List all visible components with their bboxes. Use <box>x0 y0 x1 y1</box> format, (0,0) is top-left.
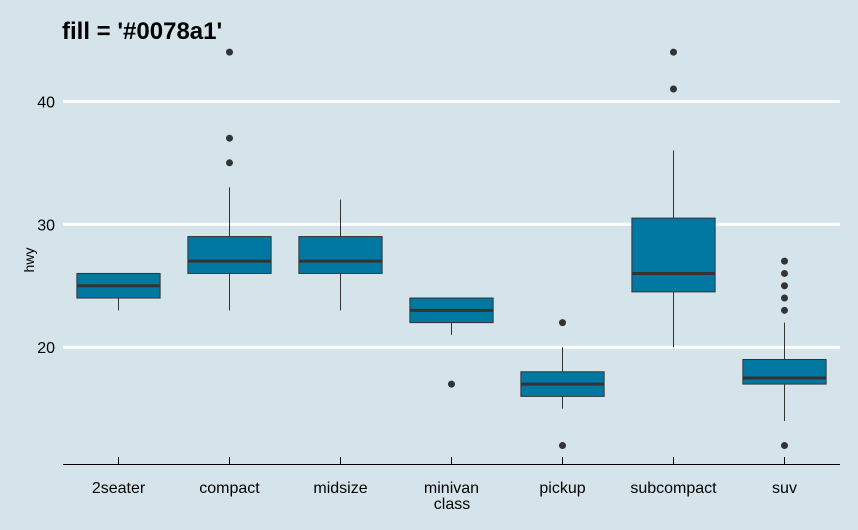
x-tick-label: minivan <box>424 480 479 497</box>
box-body <box>742 359 827 385</box>
box-minivan <box>409 297 494 388</box>
outlier-point <box>781 282 788 290</box>
box-body <box>631 217 716 293</box>
outlier-point <box>781 294 788 302</box>
box-body <box>187 236 272 274</box>
outlier-point <box>226 159 233 167</box>
outlier-point <box>781 306 788 314</box>
box-marks <box>76 48 827 450</box>
box-pickup <box>520 319 605 450</box>
box-2seater <box>76 272 161 311</box>
x-tick-label: 2seater <box>92 480 146 497</box>
x-tick-label: pickup <box>539 480 585 497</box>
box-suv <box>742 257 827 450</box>
axes: 20 30 40 2seater compact midsize minivan pickup… <box>37 94 840 513</box>
outlier-point <box>781 269 788 277</box>
outlier-point <box>559 319 566 327</box>
x-tick-label: subcompact <box>630 480 717 497</box>
box-body <box>298 236 383 274</box>
outlier-point <box>670 85 677 93</box>
outlier-point <box>226 134 233 142</box>
outlier-point <box>781 442 788 450</box>
x-tick-label: suv <box>772 480 797 497</box>
y-axis-label: hwy <box>21 248 37 273</box>
outlier-point <box>559 442 566 450</box>
box-midsize <box>298 199 383 311</box>
x-tick-label: compact <box>199 480 260 497</box>
box-compact <box>187 48 272 311</box>
x-axis-label: class <box>434 496 470 513</box>
x-tick-label: midsize <box>313 480 367 497</box>
outlier-point <box>781 257 788 265</box>
y-tick-label: 20 <box>37 340 55 357</box>
outlier-point <box>670 48 677 56</box>
box-subcompact <box>631 48 716 348</box>
chart-title: fill = '#0078a1' <box>62 18 223 45</box>
outlier-point <box>226 48 233 56</box>
outlier-point <box>448 380 455 388</box>
y-tick-label: 40 <box>37 94 55 111</box>
y-tick-label: 30 <box>37 217 55 234</box>
